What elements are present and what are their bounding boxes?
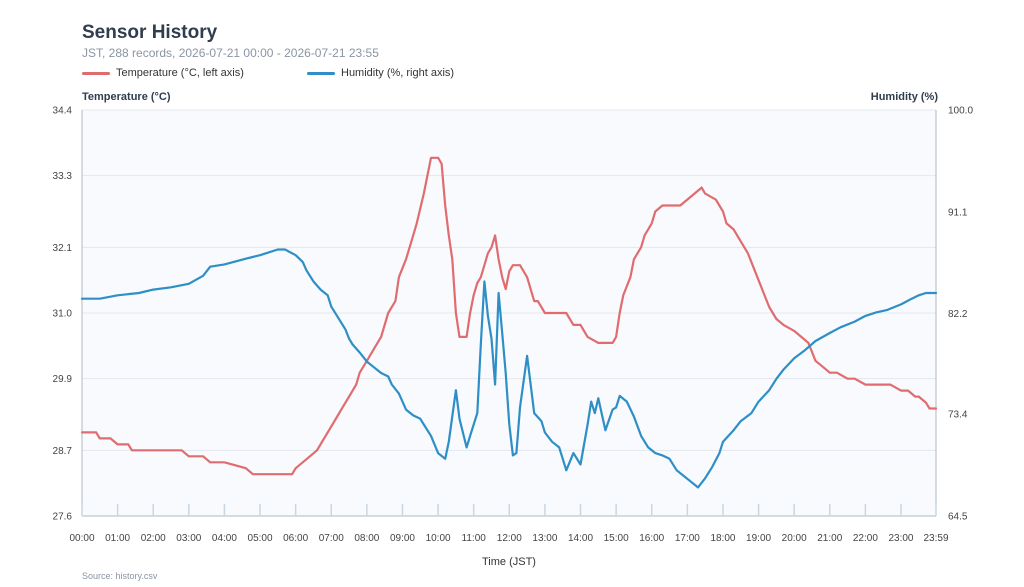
x-axis-tick-label: 23:00 (888, 533, 913, 544)
left-axis-tick-label: 31.0 (53, 309, 73, 320)
x-axis-tick-label: 00:00 (69, 533, 94, 544)
right-axis-tick-label: 73.4 (948, 410, 968, 421)
right-axis-tick-label: 82.2 (948, 309, 968, 320)
right-axis-tick-label: 100.0 (948, 106, 973, 117)
x-axis-tick-label: 22:00 (853, 533, 878, 544)
x-axis-tick-label: 06:00 (283, 533, 308, 544)
temperature-series-line (80, 156, 938, 476)
x-axis-tick-label: 07:00 (319, 533, 344, 544)
x-axis-title: Time (JST) (482, 556, 536, 568)
legend-label-humidity: Humidity (%, right axis) (341, 67, 455, 79)
chart-title: Sensor History (82, 22, 218, 43)
right-axis-tick-label: 64.5 (948, 512, 968, 523)
x-axis-tick-label: 09:00 (390, 533, 415, 544)
x-axis-tick-label: 16:00 (639, 533, 664, 544)
legend-item-temperature[interactable]: Temperature (°C, left axis) (82, 67, 244, 79)
legend-label-temperature: Temperature (°C, left axis) (116, 67, 244, 79)
x-axis-tick-label: 13:00 (532, 533, 557, 544)
x-axis-tick-label: 08:00 (354, 533, 379, 544)
x-axis-tick-label: 20:00 (782, 533, 807, 544)
left-axis-tick-label: 29.9 (53, 374, 73, 385)
x-axis-tick-label: 10:00 (426, 533, 451, 544)
x-axis-tick-label: 03:00 (176, 533, 201, 544)
legend-swatch-humidity (307, 71, 335, 75)
x-axis-tick-label: 14:00 (568, 533, 593, 544)
x-axis-tick-label: 17:00 (675, 533, 700, 544)
humidity-series-line (80, 248, 938, 489)
x-axis-tick-label: 23:59 (923, 533, 948, 544)
legend-item-humidity[interactable]: Humidity (%, right axis) (307, 67, 454, 79)
left-axis-tick-label: 27.6 (53, 512, 73, 523)
right-axis-title: Humidity (%) (870, 91, 938, 103)
right-axis-tick-label: 91.1 (948, 207, 968, 218)
left-axis-tick-label: 33.3 (53, 171, 73, 182)
left-axis-tick-label: 28.7 (53, 446, 73, 457)
x-axis-tick-label: 04:00 (212, 533, 237, 544)
x-axis-tick-label: 15:00 (604, 533, 629, 544)
left-axis-tick-label: 34.4 (53, 106, 73, 117)
x-axis-tick-label: 01:00 (105, 533, 130, 544)
x-axis-tick-label: 18:00 (710, 533, 735, 544)
x-axis-tick-label: 02:00 (141, 533, 166, 544)
legend-swatch-temperature (82, 71, 110, 75)
source-note: Source: history.csv (82, 571, 158, 581)
left-axis-tick-label: 32.1 (53, 243, 73, 254)
x-axis-tick-label: 12:00 (497, 533, 522, 544)
x-axis-tick-label: 05:00 (248, 533, 273, 544)
x-axis-tick-label: 11:00 (462, 533, 487, 544)
chart-subtitle: JST, 288 records, 2026-07-21 00:00 - 202… (82, 46, 379, 60)
left-axis-title: Temperature (°C) (82, 91, 171, 103)
x-axis-tick-label: 21:00 (817, 533, 842, 544)
x-axis-tick-label: 19:00 (746, 533, 771, 544)
